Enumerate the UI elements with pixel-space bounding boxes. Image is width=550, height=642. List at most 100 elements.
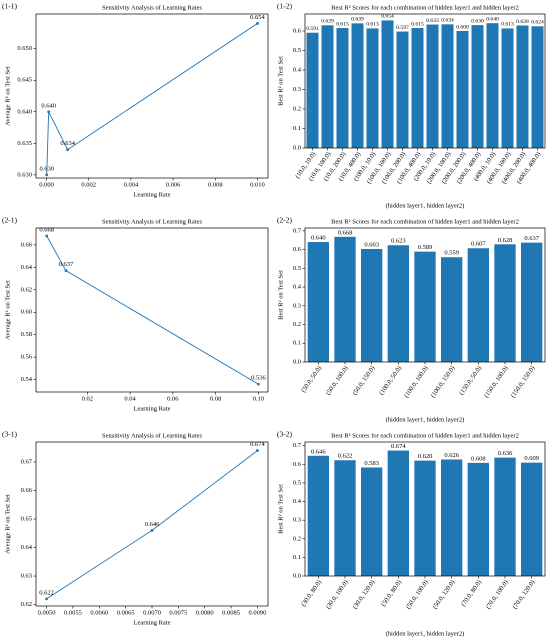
value-label: 0.637 (59, 261, 74, 268)
value-label: 0.536 (251, 375, 266, 382)
y-tick-label: 0.3 (293, 302, 301, 309)
bar (531, 26, 544, 149)
value-label: 0.674 (391, 443, 406, 450)
value-label: 0.646 (311, 448, 326, 455)
x-tick-label: 0.0075 (169, 609, 187, 616)
x-tick-label: (50.0, 100.0) (405, 579, 430, 611)
y-tick-label: 0.4 (293, 284, 302, 291)
bar (467, 462, 489, 576)
bar (351, 23, 364, 149)
y-tick-label: 0.64 (21, 264, 33, 271)
value-label: 0.608 (471, 455, 486, 462)
value-label: 0.637 (524, 235, 539, 242)
bar (516, 25, 529, 149)
y-tick-label: 0.6 (293, 461, 302, 468)
chart-title: Sensitivity Analysis of Learning Rates (102, 4, 202, 11)
value-label: 0.668 (39, 226, 54, 233)
y-tick-label: 0.3 (293, 86, 301, 93)
y-tick-label: 0.66 (21, 487, 33, 494)
x-tick-label: 0.0065 (117, 609, 135, 616)
value-label: 0.613 (366, 22, 379, 28)
x-tick-label: (50.0, 150.0) (352, 365, 377, 397)
y-tick-label: 0.60 (21, 309, 32, 316)
y-tick-label: 0.4 (293, 66, 302, 73)
y-tick-label: 0.1 (293, 125, 301, 132)
y-tick-label: 0.645 (17, 77, 32, 84)
bar (387, 450, 409, 576)
value-label: 0.640 (311, 235, 326, 242)
panel-label: (3-1) (2, 430, 17, 439)
x-tick-label: (50.0, 120.0) (432, 579, 457, 611)
data-point (256, 382, 260, 386)
x-tick-label: 0.0070 (143, 609, 161, 616)
chart-title: Best R² Scores for each combination of h… (331, 218, 519, 225)
bar (521, 462, 543, 576)
bar (381, 20, 394, 148)
value-label: 0.559 (444, 250, 459, 257)
data-point (47, 110, 51, 114)
chart-title: Sensitivity Analysis of Learning Rates (102, 218, 202, 225)
y-tick-label: 0.0 (293, 358, 301, 365)
x-tick-label: (70.0, 120.0) (512, 579, 537, 611)
value-label: 0.624 (531, 20, 544, 26)
y-tick-label: 0.0 (293, 572, 301, 579)
y-tick-label: 0.54 (21, 376, 33, 383)
x-axis-label: Learning Rate (134, 619, 171, 626)
y-tick-label: 0.635 (17, 140, 32, 147)
bar (361, 248, 383, 362)
x-tick-label: 0.10 (253, 395, 264, 402)
x-tick-label: 0.010 (250, 181, 265, 188)
panel-label: (3-2) (277, 430, 292, 439)
value-label: 0.620 (418, 453, 433, 460)
panel-label: (2-2) (277, 216, 292, 225)
y-tick-label: 0.6 (293, 27, 302, 34)
chart-title: Best R² Scores for each combination of h… (331, 432, 519, 439)
y-axis-label: Average R² on Test Set (4, 66, 11, 126)
panel-label: (1-1) (2, 2, 17, 11)
data-line (46, 235, 259, 385)
value-label: 0.630 (471, 18, 484, 24)
bar (414, 460, 436, 576)
plot-frame (35, 227, 269, 393)
y-tick-label: 0.67 (21, 458, 33, 465)
bar (521, 242, 543, 362)
value-label: 0.639 (351, 17, 364, 23)
y-axis-label: Best R² on Test Set (277, 56, 284, 106)
x-tick-label: (50.0, 50.0) (300, 365, 323, 394)
x-tick-label: 0.008 (208, 181, 223, 188)
bar (486, 23, 499, 148)
y-tick-label: 0.0 (293, 144, 301, 151)
x-axis-label: Learning Rate (134, 405, 171, 412)
y-tick-label: 0.3 (293, 517, 301, 524)
y-axis-label: Average R² on Test Set (4, 280, 11, 340)
value-label: 0.668 (338, 229, 353, 236)
y-tick-label: 0.56 (21, 354, 33, 361)
value-label: 0.640 (41, 102, 56, 109)
plot-frame (304, 227, 546, 363)
value-label: 0.589 (418, 244, 433, 251)
x-tick-label: (100.0, 50.0) (378, 365, 403, 397)
bar (441, 257, 463, 362)
chart-title: Sensitivity Analysis of Learning Rates (102, 432, 202, 439)
panel-label: (2-1) (2, 216, 17, 225)
value-label: 0.633 (426, 18, 439, 24)
value-label: 0.600 (456, 24, 469, 30)
bar (361, 467, 383, 576)
value-label: 0.623 (391, 238, 406, 245)
y-tick-label: 0.6 (293, 246, 302, 253)
x-tick-label: (70.0, 100.0) (485, 579, 510, 611)
value-label: 0.603 (364, 241, 379, 248)
value-label: 0.583 (364, 460, 379, 467)
x-tick-label: 0.02 (82, 395, 93, 402)
bar (494, 457, 516, 576)
value-label: 0.626 (444, 452, 459, 459)
bar (414, 251, 436, 362)
value-label: 0.654 (250, 14, 265, 21)
y-tick-label: 0.630 (17, 171, 32, 178)
y-tick-label: 0.5 (293, 265, 301, 272)
x-tick-label: (30.0, 100.0) (325, 579, 350, 611)
data-point (45, 597, 48, 601)
y-tick-label: 0.640 (17, 108, 32, 115)
bar (366, 28, 379, 148)
